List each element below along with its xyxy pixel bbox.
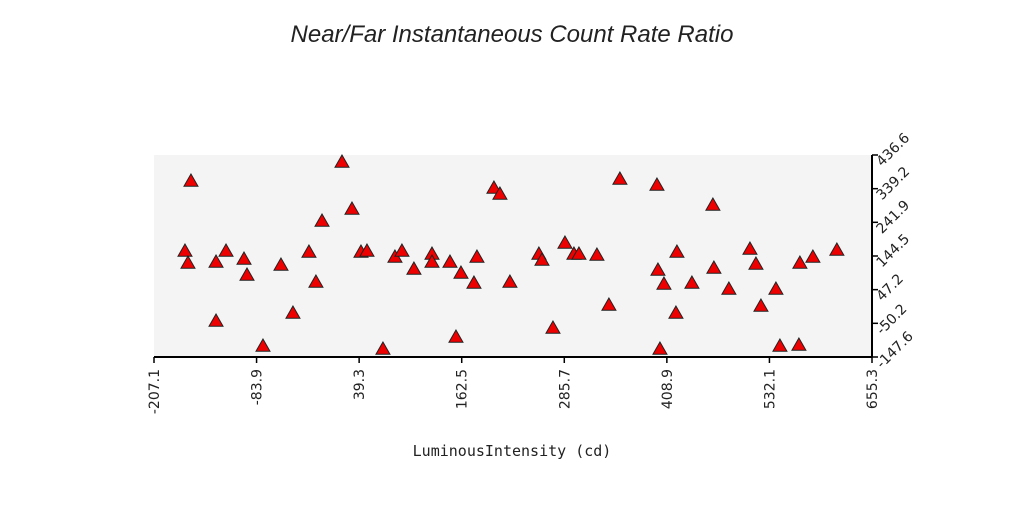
point (748, 256, 764, 270)
point (180, 255, 196, 269)
point (557, 234, 573, 249)
point (721, 281, 737, 295)
x-tick-label: 655.3 (865, 369, 881, 409)
point (706, 259, 722, 274)
point (571, 245, 587, 260)
point (334, 154, 350, 168)
chart-title: Near/Far Instantaneous Count Rate Ratio (291, 21, 734, 48)
point (791, 336, 807, 351)
point (218, 243, 234, 257)
y-tick-label: -147.6 (874, 329, 917, 372)
point (285, 305, 301, 319)
point (656, 275, 672, 290)
point (466, 274, 482, 289)
point (705, 196, 721, 211)
point (406, 260, 422, 275)
point (273, 257, 289, 271)
point (650, 261, 666, 276)
x-tick-label: 39.3 (352, 369, 368, 400)
point (753, 297, 769, 312)
point (442, 254, 458, 268)
point (255, 337, 271, 352)
x-tick-label: 285.7 (557, 369, 573, 409)
point (534, 252, 550, 266)
y-tick-label: 47.2 (874, 271, 907, 304)
point (208, 312, 224, 327)
x-tick-label: 532.1 (762, 369, 778, 409)
y-tick-label: 144.5 (874, 231, 914, 271)
point (772, 337, 788, 352)
point (308, 273, 324, 288)
point (301, 244, 317, 258)
x-axis-label: LuminousIntensity (cd) (413, 442, 612, 460)
point (239, 267, 255, 281)
point (829, 242, 845, 256)
point (453, 265, 469, 279)
point (742, 241, 758, 255)
y-tick-label: 436.6 (874, 130, 914, 170)
point (236, 251, 252, 265)
point (545, 319, 561, 334)
point (601, 296, 617, 311)
point (394, 243, 410, 257)
point (792, 255, 808, 269)
point (502, 273, 518, 288)
point (424, 254, 440, 268)
point (375, 341, 391, 355)
point (486, 180, 502, 194)
x-tick-label: 408.9 (660, 369, 676, 409)
y-tick-label: 339.2 (874, 164, 914, 204)
plot-area (154, 155, 872, 357)
point (208, 254, 224, 268)
point (469, 248, 485, 263)
point (589, 246, 605, 261)
point (684, 274, 700, 289)
x-tick-label: 162.5 (455, 369, 471, 409)
point (448, 329, 464, 343)
point (177, 243, 193, 257)
point (344, 201, 360, 215)
x-tick-label: -83.9 (250, 369, 266, 405)
point (314, 213, 330, 227)
y-tick-label: 241.9 (874, 197, 914, 237)
point (612, 170, 628, 185)
point (669, 244, 685, 258)
point (183, 172, 199, 187)
point (359, 243, 375, 257)
point (768, 281, 784, 295)
point (805, 248, 821, 263)
point (492, 185, 508, 200)
point (652, 341, 668, 355)
x-tick-label: -207.1 (147, 369, 163, 414)
point (649, 177, 665, 191)
point (668, 305, 684, 319)
